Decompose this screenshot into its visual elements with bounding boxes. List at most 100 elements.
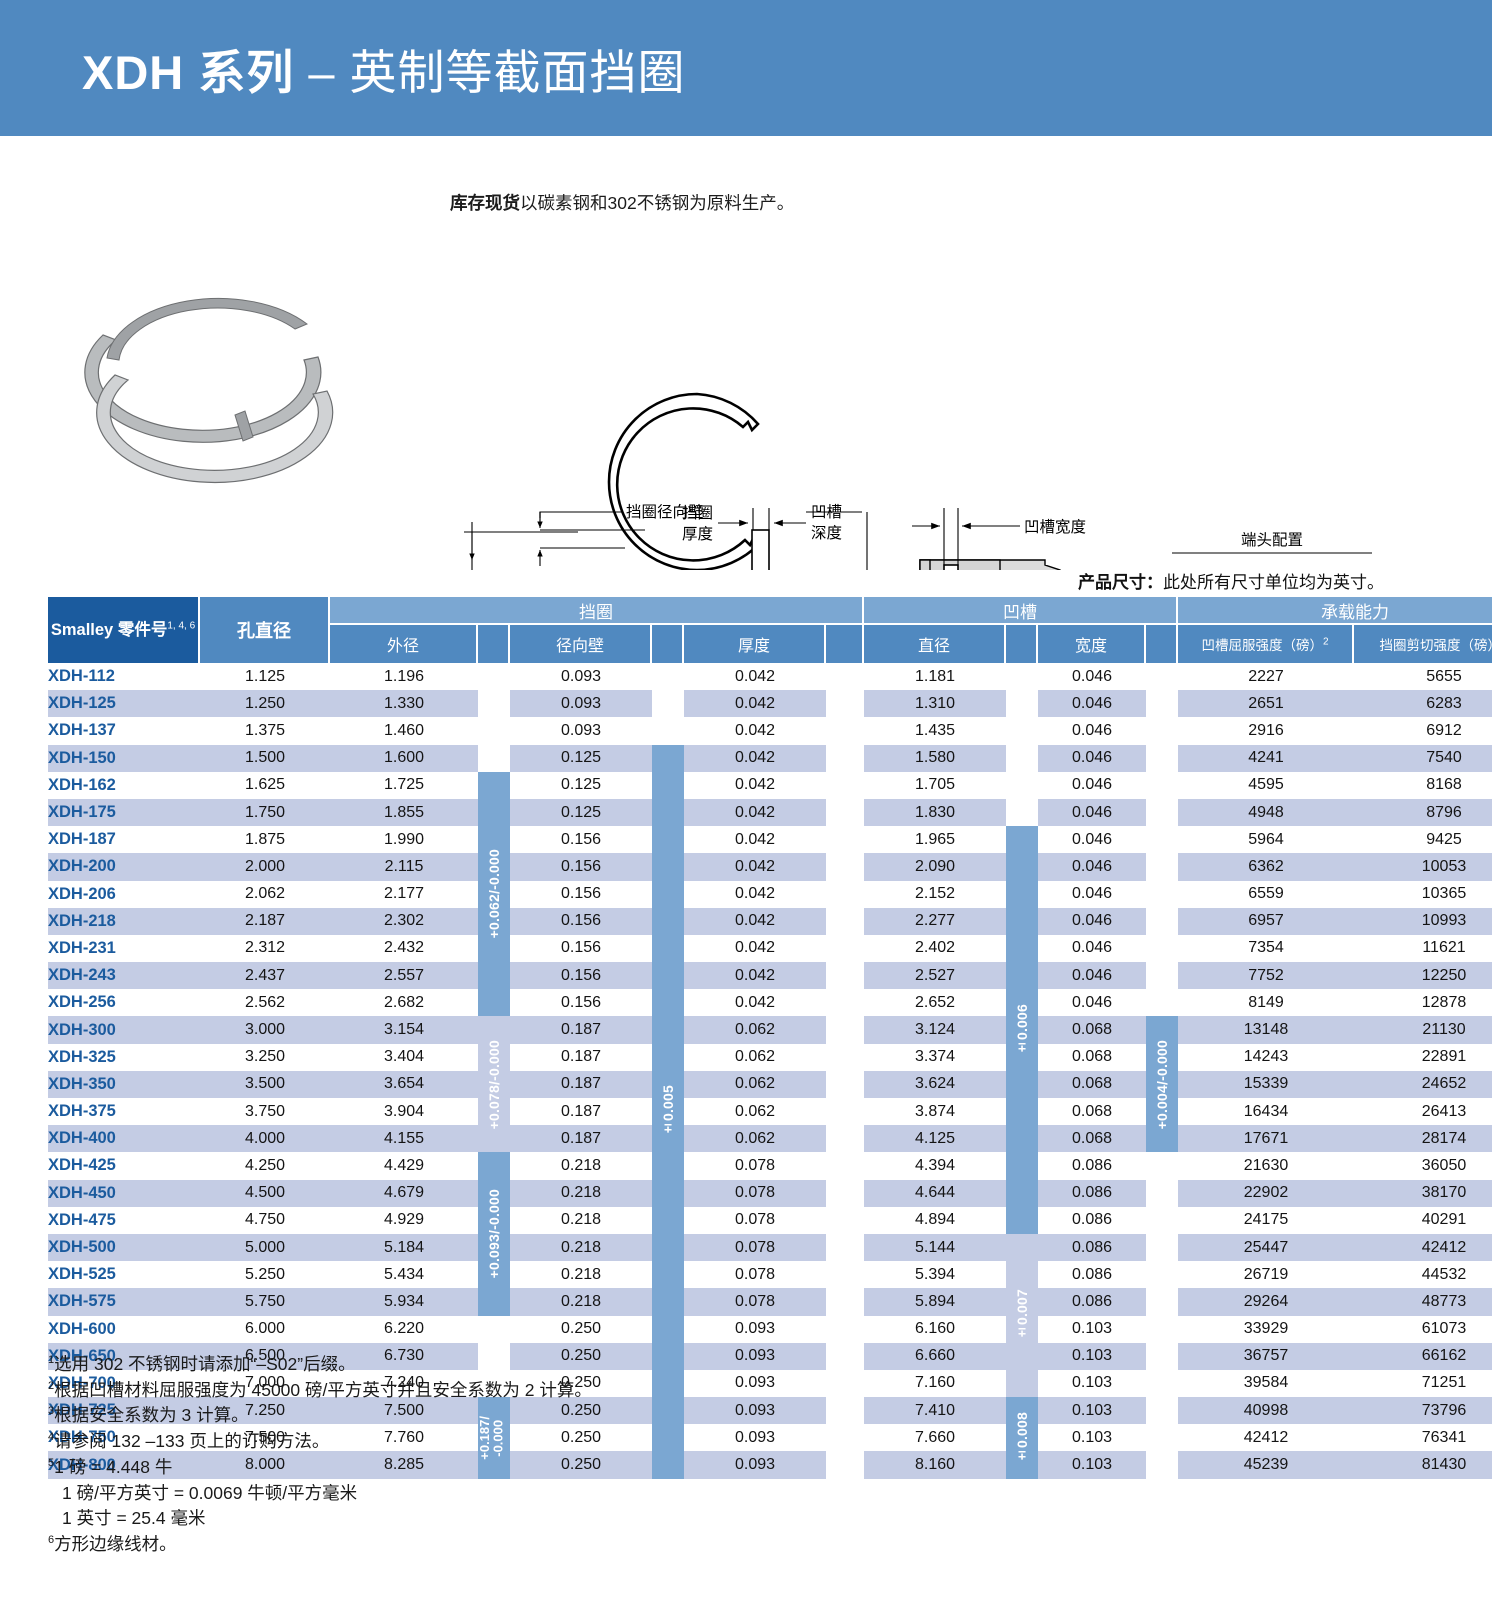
header-groove-yield-strength-footnote-ref: 2	[1322, 636, 1329, 648]
table-cell-ring-od: 2.302	[330, 907, 478, 935]
table-cell-groove-diameter: 1.965	[864, 826, 1006, 854]
table-cell-groove-width: 0.046	[1038, 934, 1146, 963]
table-cell-ring-shear-strength: 8796	[1354, 798, 1492, 827]
table-cell-groove-diameter: 2.090	[864, 853, 1006, 881]
header-ring-shear-strength: 挡圈剪切强度（磅）3	[1354, 625, 1492, 663]
table-cell-groove-diameter: 1.181	[864, 663, 1006, 691]
table-cell-bore-diameter: 2.562	[200, 989, 330, 1017]
table-cell-ring-thickness: 0.042	[684, 962, 826, 990]
table-cell-ring-shear-strength: 71251	[1354, 1369, 1492, 1398]
footnote-text: 根据安全系数为 3 计算。	[54, 1405, 249, 1426]
dimensions-units-note-text: 此处所有尺寸单位均为英寸。	[1163, 573, 1384, 592]
table-cell-ring-od: 3.654	[330, 1070, 478, 1098]
table-cell-groove-yield-strength: 33929	[1178, 1315, 1354, 1343]
table-cell-ring-od: 1.725	[330, 771, 478, 799]
table-cell-radial-wall: 0.250	[510, 1451, 652, 1479]
table-cell-ring-shear-strength: 24652	[1354, 1070, 1492, 1098]
table-cell-groove-width: 0.046	[1038, 853, 1146, 881]
table-cell-ring-od: 4.155	[330, 1125, 478, 1153]
page-title-subtitle: – 英制等截面挡圈	[308, 45, 686, 99]
table-row: XDH-218 2.187 2.302 0.156 0.042 2.277 0.046 695…	[48, 907, 1492, 935]
table-cell-groove-width: 0.103	[1038, 1369, 1146, 1398]
table-cell-part-number: XDH-575	[48, 1288, 200, 1316]
table-cell-ring-shear-strength: 7540	[1354, 744, 1492, 772]
header-ring-od-tolerance	[478, 625, 510, 663]
table-cell-ring-shear-strength: 44532	[1354, 1261, 1492, 1289]
table-cell-radial-wall: 0.156	[510, 880, 652, 908]
table-cell-groove-diameter: 6.160	[864, 1315, 1006, 1343]
table-cell-groove-diameter: 2.652	[864, 989, 1006, 1017]
table-cell-part-number: XDH-175	[48, 798, 200, 827]
table-row: XDH-112 1.125 1.196 +0.031/-0.000 0.093 ±0.00…	[48, 663, 1492, 1479]
table-cell-groove-yield-strength: 2916	[1178, 717, 1354, 745]
table-row: XDH-450 4.500 4.679 0.218 0.078 4.644 0.086 229…	[48, 1179, 1492, 1207]
table-row: XDH-125 1.250 1.330 0.093 0.042 1.310 0.046 265…	[48, 690, 1492, 718]
table-cell-groove-diameter: 8.160	[864, 1451, 1006, 1479]
table-cell-groove-width: 0.046	[1038, 744, 1146, 772]
table-row: XDH-243 2.437 2.557 0.156 0.042 2.527 0.046 775…	[48, 962, 1492, 990]
table-cell-ring-od: 5.434	[330, 1261, 478, 1289]
table-cell-bore-diameter: 3.750	[200, 1098, 330, 1126]
table-cell-ring-thickness: 0.042	[684, 744, 826, 772]
table-cell-groove-yield-strength: 25447	[1178, 1233, 1354, 1262]
table-cell-bore-diameter: 3.500	[200, 1070, 330, 1098]
table-cell-part-number: XDH-450	[48, 1179, 200, 1207]
table-cell-ring-thickness: 0.078	[684, 1152, 826, 1180]
table-cell-radial-wall: 0.156	[510, 907, 652, 935]
table-cell-ring-od: 2.682	[330, 989, 478, 1017]
table-cell-part-number: XDH-325	[48, 1043, 200, 1071]
table-row: XDH-525 5.250 5.434 0.218 0.078 5.394 0.086 267…	[48, 1261, 1492, 1289]
table-cell-ring-shear-strength: 81430	[1354, 1451, 1492, 1479]
table-cell-radial-wall: 0.125	[510, 798, 652, 827]
table-cell-ring-od: 2.557	[330, 962, 478, 990]
table-row: XDH-425 4.250 4.429 +0.093/-0.000 0.218 0.078…	[48, 1152, 1492, 1479]
table-cell-groove-yield-strength: 29264	[1178, 1288, 1354, 1316]
table-cell-groove-diameter: 5.144	[864, 1233, 1006, 1262]
table-cell-groove-yield-strength: 24175	[1178, 1206, 1354, 1234]
table-cell-bore-diameter: 6.000	[200, 1315, 330, 1343]
table-cell-groove-diameter: 3.374	[864, 1043, 1006, 1071]
installed-cross-section	[919, 559, 1061, 570]
table-cell-groove-width: 0.046	[1038, 771, 1146, 799]
table-cell-ring-thickness: 0.078	[684, 1206, 826, 1234]
table-cell-ring-shear-strength: 12878	[1354, 989, 1492, 1017]
table-cell-groove-yield-strength: 4595	[1178, 771, 1354, 799]
table-cell-radial-wall: 0.250	[510, 1424, 652, 1452]
header-ring-thickness-tolerance	[826, 625, 864, 663]
table-cell-bore-diameter: 5.250	[200, 1261, 330, 1289]
header-part-number-label: Smalley 零件号	[50, 620, 168, 639]
table-row: XDH-231 2.312 2.432 0.156 0.042 2.402 0.046 735…	[48, 934, 1492, 963]
table-cell-groove-diameter: 1.580	[864, 744, 1006, 772]
table-cell-ring-shear-strength: 10053	[1354, 853, 1492, 881]
footnote-item: 6方形边缘线材。	[48, 1532, 948, 1558]
table-cell-bore-diameter: 4.000	[200, 1125, 330, 1153]
header-part-number: Smalley 零件号1, 4, 6	[48, 597, 200, 663]
table-cell-ring-od: 2.177	[330, 880, 478, 908]
table-cell-bore-diameter: 2.187	[200, 907, 330, 935]
footnotes-list: 1选用 302 不锈钢时请添加“–S02”后缀。 2根据凹槽材料屈服强度为 450…	[48, 1352, 948, 1558]
table-cell-groove-width: 0.103	[1038, 1424, 1146, 1452]
table-cell-radial-wall: 0.218	[510, 1152, 652, 1180]
table-cell-bore-diameter: 4.750	[200, 1206, 330, 1234]
table-row: XDH-600 6.000 6.220 +0.125/-0.000 0.250 0.093…	[48, 1315, 1492, 1398]
table-cell-part-number: XDH-700	[48, 1369, 200, 1398]
table-cell-radial-wall-tolerance: ±0.005	[652, 744, 684, 1479]
table-cell-radial-wall: 0.250	[510, 1315, 652, 1343]
table-cell-ring-thickness: 0.078	[684, 1179, 826, 1207]
table-cell-groove-width-tolerance: +0.003/-0.000	[1146, 663, 1178, 1017]
table-cell-part-number: XDH-800	[48, 1451, 200, 1479]
table-cell-ring-shear-strength: 73796	[1354, 1397, 1492, 1425]
table-cell-groove-width: 0.086	[1038, 1261, 1146, 1289]
table-cell-bore-diameter: 7.000	[200, 1369, 330, 1398]
table-cell-groove-diameter-tolerance: ±0.006	[1006, 826, 1038, 1234]
table-cell-radial-wall: 0.250	[510, 1369, 652, 1398]
table-cell-groove-width-tolerance: +0.004/-0.000	[1146, 1016, 1178, 1153]
table-cell-bore-diameter: 6.500	[200, 1342, 330, 1370]
table-cell-ring-thickness: 0.042	[684, 798, 826, 827]
stock-availability-note: 库存现货以碳素钢和302不锈钢为原料生产。	[450, 190, 794, 215]
table-cell-radial-wall: 0.093	[510, 717, 652, 745]
table-cell-bore-diameter: 7.250	[200, 1397, 330, 1425]
table-cell-part-number: XDH-600	[48, 1315, 200, 1343]
table-cell-groove-yield-strength: 2651	[1178, 690, 1354, 718]
table-cell-ring-shear-strength: 21130	[1354, 1016, 1492, 1044]
